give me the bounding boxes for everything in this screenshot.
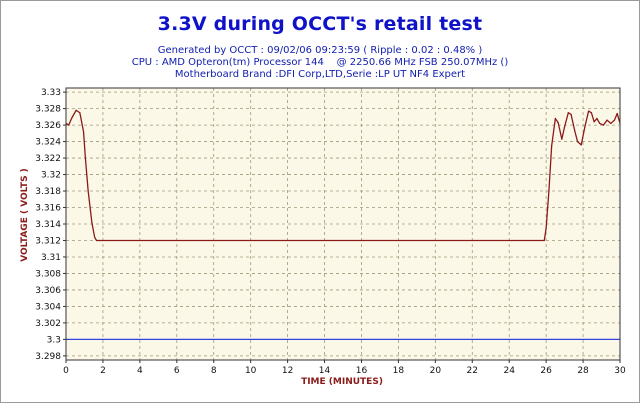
y-tick-label: 3.308 — [35, 269, 61, 279]
data-point — [570, 113, 572, 115]
data-point — [576, 140, 579, 143]
y-tick-label: 3.31 — [41, 253, 61, 263]
y-tick-label: 3.32 — [41, 171, 61, 181]
data-point — [606, 119, 608, 121]
data-point — [79, 112, 81, 114]
data-point — [75, 109, 77, 111]
y-tick-label: 3.316 — [35, 204, 61, 214]
data-point — [543, 239, 545, 242]
x-tick-label: 16 — [356, 366, 368, 376]
chart-subtitle-cpu: CPU : AMD Opteron(tm) Processor 144 @ 22… — [131, 57, 509, 68]
data-point — [554, 117, 556, 120]
y-axis-label: VOLTAGE ( VOLTS ) — [20, 168, 30, 262]
x-tick-label: 12 — [282, 366, 293, 376]
data-point — [613, 119, 616, 121]
data-point — [545, 227, 547, 229]
data-point — [98, 239, 100, 242]
y-tick-label: 3.328 — [35, 105, 61, 115]
x-tick-label: 28 — [577, 366, 589, 376]
data-point — [87, 190, 89, 192]
x-tick-label: 18 — [393, 366, 405, 376]
data-point — [561, 138, 563, 140]
y-tick-label: 3.318 — [35, 187, 61, 197]
x-tick-label: 0 — [63, 366, 69, 376]
data-point — [567, 112, 569, 114]
data-point — [596, 117, 598, 120]
data-point — [551, 145, 553, 147]
y-tick-label: 3.3 — [47, 335, 61, 345]
x-tick-label: 10 — [245, 366, 257, 376]
x-tick-label: 14 — [319, 366, 331, 376]
data-point — [557, 122, 559, 124]
chart-title: 3.3V during OCCT's retail test — [157, 13, 483, 35]
x-tick-label: 30 — [614, 366, 626, 376]
y-tick-label: 3.326 — [35, 121, 61, 131]
x-axis-label: TIME (MINUTES) — [301, 377, 383, 387]
data-point — [593, 121, 595, 123]
data-point — [70, 117, 73, 120]
data-point — [602, 124, 604, 126]
data-point — [68, 124, 70, 126]
data-point — [84, 157, 86, 159]
data-point — [82, 131, 85, 133]
x-tick-label: 6 — [174, 366, 180, 376]
x-tick-label: 20 — [430, 366, 442, 376]
x-tick-label: 24 — [503, 366, 515, 376]
x-tick-label: 8 — [211, 366, 217, 376]
data-point — [91, 221, 93, 223]
data-point — [548, 190, 550, 192]
data-point — [588, 110, 590, 112]
data-point — [95, 239, 98, 242]
y-tick-label: 3.314 — [35, 220, 61, 230]
y-tick-label: 3.33 — [41, 88, 61, 98]
y-tick-label: 3.304 — [35, 302, 61, 312]
x-tick-label: 2 — [100, 366, 106, 376]
chart-subtitle-generated: Generated by OCCT : 09/02/06 09:23:59 ( … — [157, 45, 483, 56]
data-point — [599, 122, 601, 125]
x-tick-label: 26 — [540, 366, 552, 376]
plot-border — [65, 87, 621, 361]
x-tick-label: 4 — [137, 366, 143, 376]
y-tick-label: 3.324 — [35, 138, 61, 148]
y-tick-label: 3.322 — [35, 154, 61, 164]
data-point — [574, 130, 576, 132]
data-point — [616, 112, 618, 115]
y-tick-label: 3.298 — [35, 352, 61, 362]
x-tick-label: 22 — [467, 366, 478, 376]
y-tick-label: 3.302 — [35, 319, 61, 329]
data-point — [94, 236, 96, 238]
y-tick-label: 3.312 — [35, 236, 61, 246]
data-point — [580, 144, 582, 146]
data-point — [584, 126, 586, 128]
y-tick-label: 3.306 — [35, 286, 61, 296]
chart-subtitle-motherboard: Motherboard Brand :DFI Corp,LTD,Serie :L… — [174, 69, 466, 80]
data-point — [564, 126, 566, 128]
data-point — [590, 112, 592, 114]
data-point — [610, 122, 612, 125]
